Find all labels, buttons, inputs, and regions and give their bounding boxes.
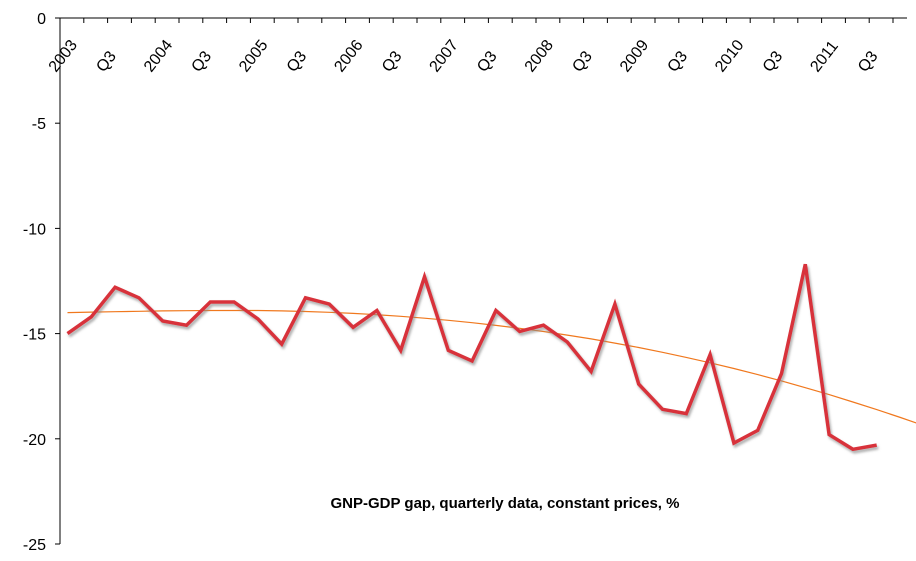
x-tick-label: 2008 xyxy=(522,37,557,76)
x-tick-label: Q3 xyxy=(569,48,596,75)
x-tick-label: Q3 xyxy=(93,48,120,75)
x-tick-label: Q3 xyxy=(760,48,787,75)
x-tick-label: 2003 xyxy=(46,37,81,76)
x-tick-label: Q3 xyxy=(189,48,216,75)
series-line-trend xyxy=(67,309,916,424)
x-tick-label: 2009 xyxy=(617,37,652,76)
x-tick-label: 2005 xyxy=(236,37,271,76)
x-tick-label: 2010 xyxy=(712,37,747,76)
x-tick-label: 2006 xyxy=(331,37,366,76)
axes: 0 -5 -10 -15 -20 -25 2003 Q3 2004 Q3 2005 Q3 2006 Q3 2… xyxy=(23,11,907,554)
y-tick-label: -25 xyxy=(23,537,46,554)
x-tick-label: Q3 xyxy=(284,48,311,75)
y-tick-label: -20 xyxy=(23,432,46,449)
series-line-gap xyxy=(66,263,878,452)
series-group xyxy=(66,263,916,452)
x-tick-label: Q3 xyxy=(855,48,882,75)
x-tick-label: 2007 xyxy=(427,37,462,76)
chart-title: GNP-GDP gap, quarterly data, constant pr… xyxy=(331,495,680,512)
y-tick-label: -5 xyxy=(32,116,46,133)
x-tick-label: Q3 xyxy=(665,48,692,75)
y-tick-label: 0 xyxy=(37,11,46,28)
y-tick-label: -10 xyxy=(23,221,46,238)
x-tick-label: Q3 xyxy=(474,48,501,75)
x-tick-label: 2011 xyxy=(807,38,842,76)
x-tick-label: 2004 xyxy=(141,37,176,76)
x-tick-label: Q3 xyxy=(379,48,406,75)
y-tick-label: -15 xyxy=(23,327,46,344)
